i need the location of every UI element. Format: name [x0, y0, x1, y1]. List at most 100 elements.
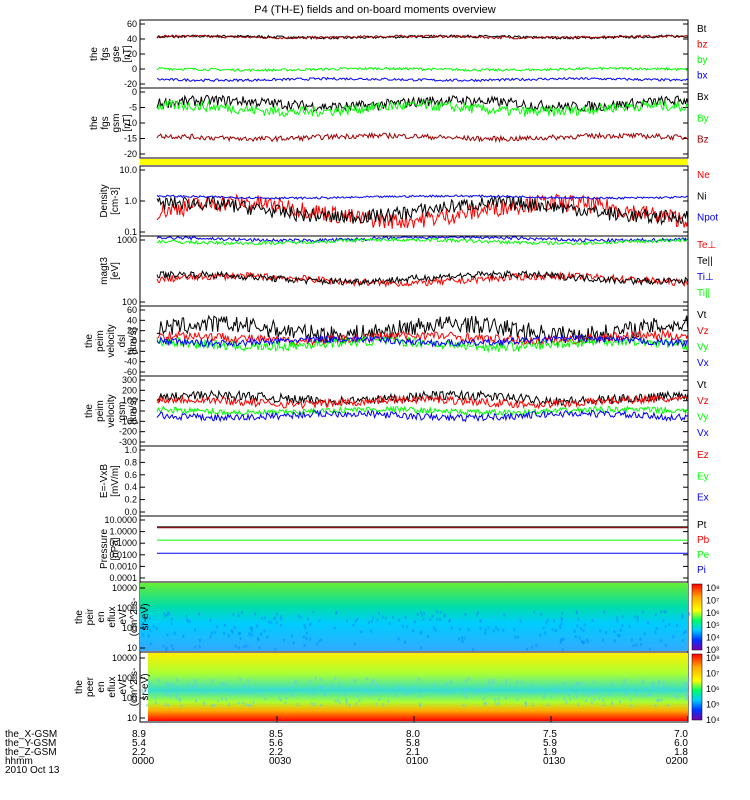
spectrogram-cell [445, 683, 448, 687]
spectrogram-cell [641, 610, 644, 614]
spectrogram-cell [686, 682, 689, 686]
spectrogram-cell [479, 619, 482, 623]
spectrogram-cell [375, 702, 378, 706]
spectrogram-cell [243, 684, 246, 688]
spectrogram-cell [422, 617, 425, 621]
spectrogram-cell [148, 616, 151, 620]
tick-label: -5 [129, 103, 137, 113]
spectrogram-cell [554, 628, 557, 632]
spectrogram-cell [225, 697, 228, 701]
spectrogram-cell [202, 691, 205, 695]
spectrogram-cell [404, 640, 407, 644]
spectrogram-cell [235, 691, 238, 695]
spectrogram-cell [234, 644, 237, 648]
spectrogram-cell [420, 610, 423, 614]
spectrogram-cell [304, 626, 307, 630]
spectrogram-cell [467, 627, 470, 631]
spectrogram [148, 653, 688, 721]
colorbar [691, 583, 703, 651]
spectrogram-cell [647, 694, 650, 698]
spectrogram-cell [436, 617, 439, 621]
tick-label: 100 [122, 297, 137, 307]
spectrogram-cell [562, 637, 565, 641]
spectrogram-cell [145, 688, 148, 692]
spectrogram-cell [251, 626, 254, 630]
spectrogram-cell [636, 615, 639, 619]
panel-frame [139, 235, 689, 307]
spectrogram-cell [654, 703, 657, 707]
legend-label: Te⊥ [697, 240, 716, 251]
spectrogram-cell [221, 682, 224, 686]
spectrogram-cell [622, 682, 625, 686]
spectrogram-cell [368, 693, 371, 697]
series-line [156, 389, 689, 407]
spectrogram-cell [356, 617, 359, 621]
spectrogram-cell [573, 685, 576, 689]
spectrogram-cell [398, 618, 401, 622]
spectrogram-cell [140, 623, 143, 627]
spectrogram-cell [540, 612, 543, 616]
series-line [156, 237, 689, 246]
tick-label: 0.1000 [109, 538, 137, 548]
spectrogram-cell [154, 701, 157, 705]
legend-label: Ni [697, 191, 706, 202]
spectrogram-cell [297, 614, 300, 618]
spectrogram-cell [221, 697, 224, 701]
spectrogram-cell [586, 637, 589, 641]
spectrogram-cell [623, 679, 626, 683]
spectrogram-cell [635, 693, 638, 697]
spectrogram-cell [182, 634, 185, 638]
spectrogram-cell [252, 700, 255, 704]
spectrogram-cell [575, 695, 578, 699]
axis-label: thefgsgse[nT] [89, 45, 133, 62]
spectrogram-cell [227, 702, 230, 706]
spectrogram-cell [353, 642, 356, 646]
spectrogram-cell [242, 645, 245, 649]
figure-title: P4 (TH-E) fields and on-board moments ov… [254, 4, 496, 16]
axis-label: thepeirenefluxeV/(cm^2-s-sr-eV) [74, 598, 151, 637]
spectrogram-cell [241, 701, 244, 705]
spectrogram-cell [285, 696, 288, 700]
spectrogram-cell [409, 691, 412, 695]
spectrogram-cell [664, 625, 667, 629]
spectrogram-cell [366, 690, 369, 694]
spectrogram-cell [502, 629, 505, 633]
panel-10: 10⁸ 10⁷ 10⁶ 10⁵ 10⁴ 10³ 10000 1000 100 10 thepeire… [74, 581, 720, 655]
spectrogram-cell [576, 624, 579, 628]
spectrogram-cell [309, 679, 312, 683]
spectrogram-cell [613, 630, 616, 634]
tick-label: 10 [127, 713, 137, 723]
spectrogram-cell [168, 684, 171, 688]
spectrogram-cell [209, 635, 212, 639]
spectrogram-cell [436, 610, 439, 614]
spectrogram-cell [264, 697, 267, 701]
spectrogram-cell [149, 682, 152, 686]
spectrogram-cell [574, 635, 577, 639]
spectrogram-cell [580, 681, 583, 685]
spectrogram-cell [560, 618, 563, 622]
legend-label: Vy [697, 342, 708, 353]
panel-3 [140, 159, 688, 165]
spectrogram-cell [463, 636, 466, 640]
spectrogram-cell [418, 702, 421, 706]
spectrogram-cell [397, 637, 400, 641]
series-line [156, 269, 689, 287]
spectrogram-cell [194, 679, 197, 683]
spectrogram-cell [431, 614, 434, 618]
spectrogram-cell [613, 639, 616, 643]
spectrogram-cell [540, 690, 543, 694]
spectrogram-cell [231, 630, 234, 634]
spectrogram-cell [602, 638, 605, 642]
spectrogram-cell [372, 678, 375, 682]
spectrogram-cell [563, 697, 566, 701]
tick-label: 0.4 [124, 482, 137, 492]
spectrogram-cell [267, 620, 270, 624]
spectrogram-cell [215, 690, 218, 694]
legend-label: Vz [697, 396, 709, 407]
spectrogram-cell [186, 618, 189, 622]
spectrogram-cell [494, 702, 497, 706]
spectrogram-cell [194, 699, 197, 703]
